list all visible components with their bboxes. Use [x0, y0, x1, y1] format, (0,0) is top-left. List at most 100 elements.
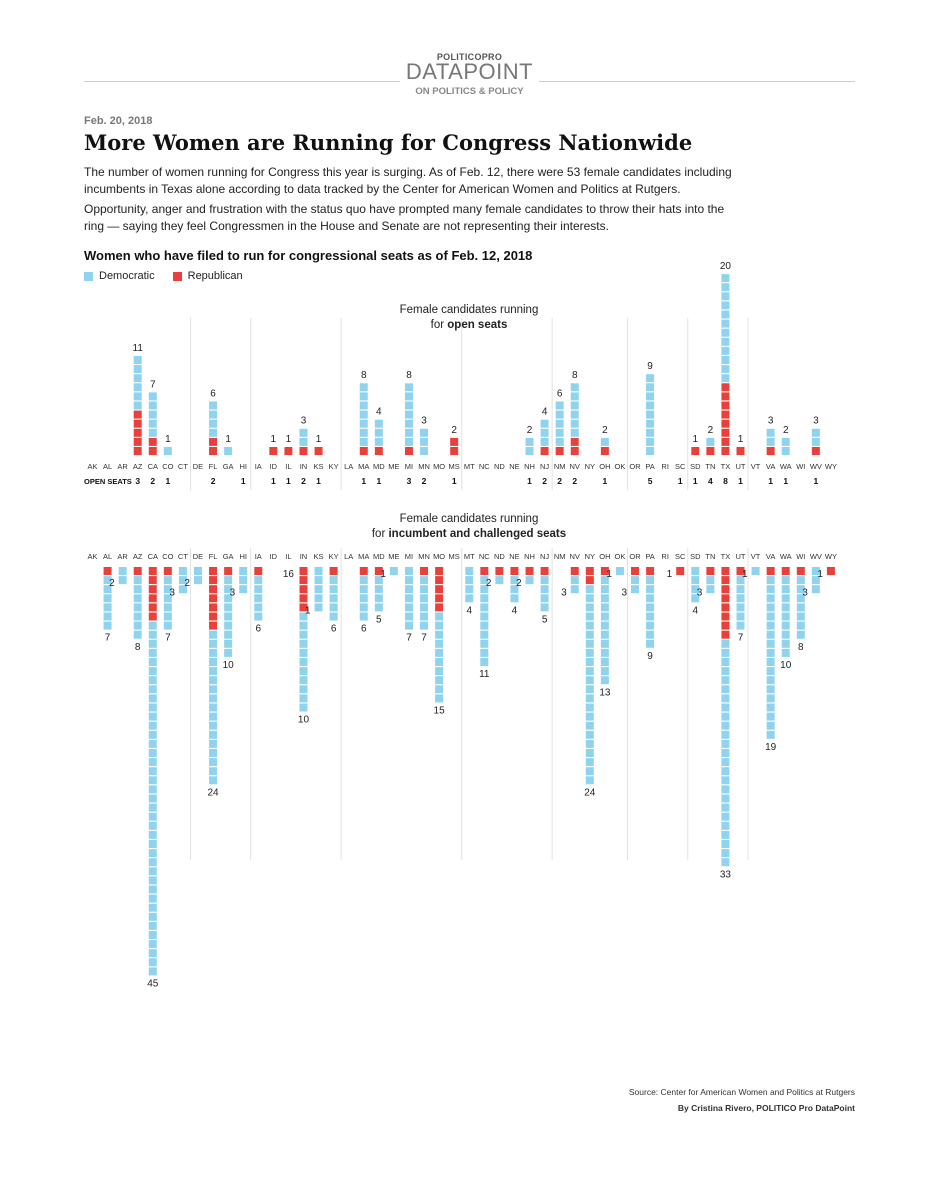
- square-democratic: [314, 603, 323, 612]
- square-democratic: [404, 585, 413, 594]
- square-democratic: [721, 840, 730, 848]
- state-label: FL: [209, 462, 218, 471]
- square-democratic: [148, 667, 157, 676]
- total-label: 3: [301, 416, 307, 427]
- square-democratic: [254, 576, 263, 585]
- total-label: 2: [451, 425, 457, 436]
- brand-politico: POLITICOPRO: [436, 52, 503, 62]
- state-label: NV: [570, 462, 580, 471]
- square-democratic: [254, 594, 263, 603]
- square-republican: [570, 437, 579, 446]
- square-republican: [359, 447, 368, 455]
- total-label: 4: [542, 407, 548, 418]
- square-democratic: [646, 630, 655, 639]
- square-democratic: [736, 621, 745, 630]
- total-label: 1: [693, 434, 699, 445]
- state-label: UT: [736, 552, 746, 561]
- square-democratic: [209, 676, 218, 685]
- legend-item-democratic: Democratic: [84, 270, 155, 282]
- state-label: MI: [405, 552, 413, 561]
- square-democratic: [103, 612, 112, 621]
- square-democratic: [435, 685, 444, 694]
- square-republican: [600, 567, 609, 575]
- square-democratic: [209, 419, 218, 428]
- square-democratic: [163, 594, 172, 603]
- square-democratic: [631, 585, 640, 594]
- square-democratic: [224, 639, 233, 648]
- square-democratic: [646, 419, 655, 428]
- total-label: 5: [542, 615, 548, 626]
- total-label: 4: [693, 605, 699, 616]
- square-republican: [495, 567, 504, 575]
- square-democratic: [646, 594, 655, 603]
- square-republican: [721, 621, 730, 630]
- total-label: 2: [527, 425, 533, 436]
- square-republican: [148, 567, 157, 575]
- square-democratic: [209, 685, 218, 694]
- square-democratic: [721, 785, 730, 794]
- square-democratic: [646, 612, 655, 621]
- square-democratic: [691, 594, 700, 603]
- square-democratic: [103, 603, 112, 612]
- square-democratic: [133, 383, 142, 392]
- state-label: AK: [87, 462, 97, 471]
- square-democratic: [133, 365, 142, 374]
- square-democratic: [736, 612, 745, 621]
- square-democratic: [420, 612, 429, 621]
- square-democratic: [721, 767, 730, 776]
- square-democratic: [299, 648, 308, 657]
- square-republican: [133, 428, 142, 437]
- square-democratic: [585, 749, 594, 757]
- square-republican: [299, 567, 308, 575]
- square-democratic: [299, 428, 308, 437]
- square-democratic: [480, 585, 489, 594]
- square-democratic: [148, 676, 157, 685]
- square-democratic: [646, 383, 655, 392]
- square-democratic: [706, 585, 715, 594]
- square-democratic: [646, 437, 655, 446]
- square-democratic: [766, 658, 775, 666]
- square-republican: [435, 576, 444, 585]
- square-democratic: [585, 594, 594, 603]
- square-democratic: [148, 894, 157, 903]
- total-label: 1: [380, 569, 386, 580]
- square-democratic: [585, 712, 594, 721]
- square-democratic: [465, 576, 474, 585]
- square-democratic: [480, 630, 489, 639]
- state-label: MO: [433, 462, 445, 471]
- state-label: NY: [585, 462, 595, 471]
- state-label: AR: [117, 462, 128, 471]
- square-democratic: [359, 594, 368, 603]
- state-label: SD: [690, 462, 701, 471]
- square-democratic: [148, 885, 157, 894]
- square-democratic: [420, 594, 429, 603]
- square-democratic: [148, 419, 157, 428]
- open-seats-value: 8: [723, 476, 728, 486]
- total-label: 1: [738, 434, 744, 445]
- square-democratic: [721, 830, 730, 839]
- square-republican: [209, 621, 218, 630]
- square-democratic: [193, 567, 202, 575]
- square-democratic: [480, 594, 489, 603]
- state-label: NM: [554, 462, 566, 471]
- square-democratic: [721, 310, 730, 319]
- total-label: 33: [720, 869, 732, 880]
- square-democratic: [585, 739, 594, 748]
- square-democratic: [600, 437, 609, 446]
- square-democratic: [178, 576, 187, 585]
- total-label: 15: [434, 706, 446, 717]
- total-label: 8: [798, 642, 804, 653]
- square-democratic: [811, 576, 820, 585]
- state-label: ME: [388, 462, 399, 471]
- square-democratic: [766, 667, 775, 676]
- square-democratic: [721, 703, 730, 712]
- square-republican: [374, 567, 383, 575]
- square-republican: [721, 447, 730, 455]
- square-democratic: [721, 639, 730, 648]
- square-democratic: [404, 576, 413, 585]
- square-democratic: [148, 849, 157, 858]
- total-label: 1: [165, 434, 171, 445]
- square-democratic: [646, 639, 655, 648]
- square-democratic: [133, 401, 142, 410]
- square-democratic: [420, 428, 429, 437]
